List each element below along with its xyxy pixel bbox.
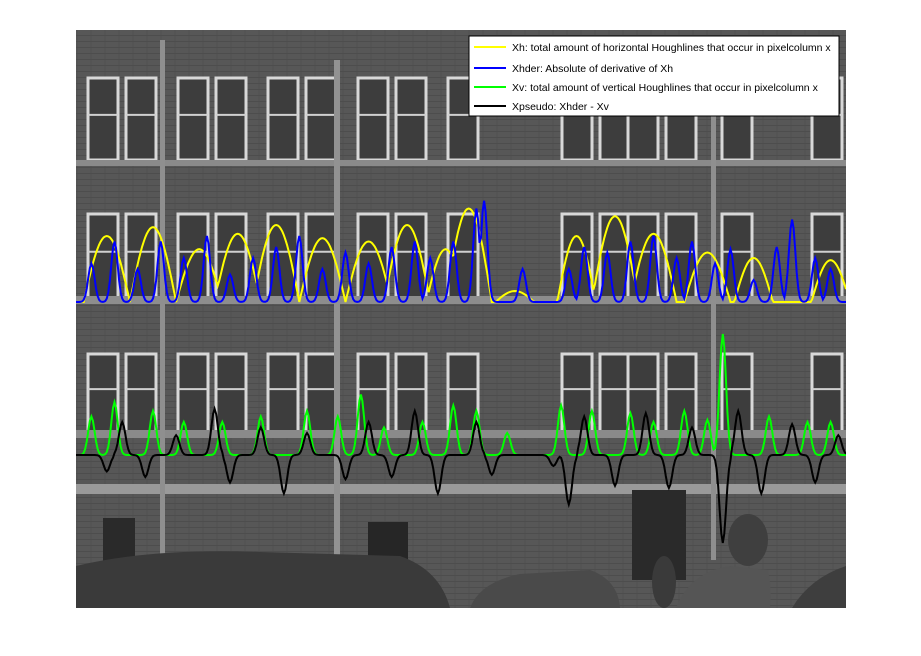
car-far-right xyxy=(792,566,846,608)
window-36 xyxy=(356,352,390,434)
car-right xyxy=(676,566,771,608)
window-40 xyxy=(598,352,632,434)
pedestrian xyxy=(652,556,676,608)
legend-label-xhder: Xhder: Absolute of derivative of Xh xyxy=(512,63,673,75)
legend-label-xpseudo: Xpseudo: Xhder - Xv xyxy=(512,101,610,113)
pipe-1 xyxy=(160,40,165,560)
window-3 xyxy=(214,76,248,162)
window-18 xyxy=(214,212,248,300)
window-15 xyxy=(86,212,120,300)
ledge-1 xyxy=(76,160,846,166)
window-34 xyxy=(266,352,300,434)
window-38 xyxy=(446,352,480,434)
background-photo xyxy=(76,30,846,608)
window-32 xyxy=(176,352,210,434)
car-left xyxy=(76,551,450,608)
pipe-3 xyxy=(711,80,716,560)
legend-box xyxy=(468,35,840,117)
window-0 xyxy=(86,76,120,162)
window-33 xyxy=(214,352,248,434)
window-grid xyxy=(86,76,844,434)
window-37 xyxy=(394,352,428,434)
ledge-4 xyxy=(76,484,846,494)
legend: Xh: total amount of horizontal Houghline… xyxy=(468,35,840,117)
window-5 xyxy=(304,76,338,162)
car-middle xyxy=(470,570,620,608)
window-6 xyxy=(356,76,390,162)
window-7 xyxy=(394,76,428,162)
legend-label-xv: Xv: total amount of vertical Houghlines … xyxy=(512,82,819,94)
window-17 xyxy=(176,212,210,300)
tree xyxy=(728,514,768,566)
window-1 xyxy=(124,76,158,162)
window-2 xyxy=(176,76,210,162)
plot-lines xyxy=(76,200,846,544)
series-line-xpseudo xyxy=(76,405,846,544)
window-42 xyxy=(664,352,698,434)
window-39 xyxy=(560,352,594,434)
legend-label-xh: Xh: total amount of horizontal Houghline… xyxy=(512,42,831,54)
pipe-2 xyxy=(334,60,340,560)
window-35 xyxy=(304,352,338,434)
window-4 xyxy=(266,76,300,162)
series-line-xhder xyxy=(76,200,846,303)
window-44 xyxy=(810,352,844,434)
ledge-3 xyxy=(76,430,846,438)
